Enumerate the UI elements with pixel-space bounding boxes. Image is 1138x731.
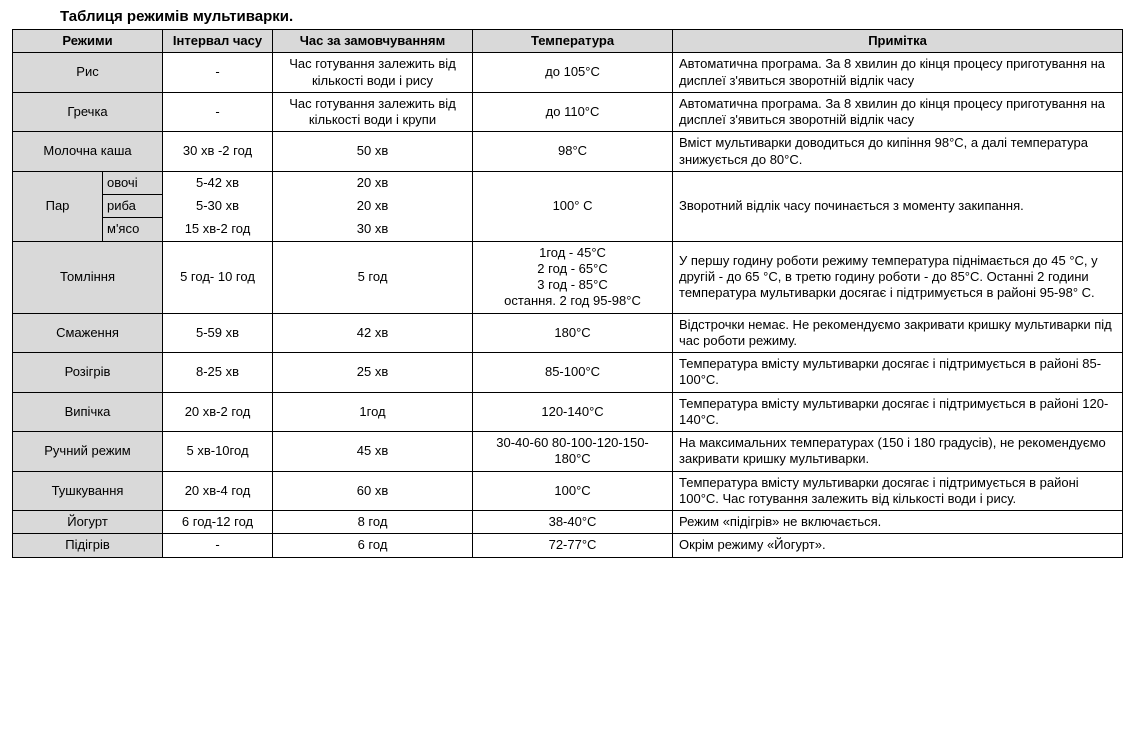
temp-cell: 30-40-60 80-100-120-150-180°C (473, 432, 673, 472)
temp-cell: до 105°C (473, 53, 673, 93)
note-cell: У першу годину роботи режиму температура… (673, 241, 1123, 313)
interval-cell: 8-25 хв (163, 353, 273, 393)
temp-cell: 98°C (473, 132, 673, 172)
row-reheat: Розігрів 8-25 хв 25 хв 85-100°C Температ… (13, 353, 1123, 393)
default-cell: 1год (273, 392, 473, 432)
col-note: Примітка (673, 30, 1123, 53)
mode-cell: Підігрів (13, 534, 163, 557)
note-cell: Автоматична програма. За 8 хвилин до кін… (673, 53, 1123, 93)
interval-cell: - (163, 92, 273, 132)
row-rice: Рис - Час готування залежить від кількос… (13, 53, 1123, 93)
row-warm: Підігрів - 6 год 72-77°C Окрім режиму «Й… (13, 534, 1123, 557)
mode-cell: Рис (13, 53, 163, 93)
row-grechka: Гречка - Час готування залежить від кіль… (13, 92, 1123, 132)
row-milk: Молочна каша 30 хв -2 год 50 хв 98°C Вмі… (13, 132, 1123, 172)
temp-cell: 38-40°C (473, 511, 673, 534)
interval-cell: 5-59 хв (163, 313, 273, 353)
temp-cell: 180°C (473, 313, 673, 353)
header-row: Режими Інтервал часу Час за замовчування… (13, 30, 1123, 53)
note-cell: Температура вмісту мультиварки досягає і… (673, 471, 1123, 511)
row-manual: Ручний режим 5 хв-10год 45 хв 30-40-60 8… (13, 432, 1123, 472)
interval-cell: - (163, 534, 273, 557)
default-cell: 5 год (273, 241, 473, 313)
interval-cell: 5 год- 10 год (163, 241, 273, 313)
temp-cell: 100°C (473, 471, 673, 511)
note-cell: Вміст мультиварки доводиться до кипіння … (673, 132, 1123, 172)
mode-cell: Тушкування (13, 471, 163, 511)
interval-cell: 5 хв-10год (163, 432, 273, 472)
interval-cell: 20 хв-2 год (163, 392, 273, 432)
mode-cell: Йогурт (13, 511, 163, 534)
temp-cell: 1год - 45°C 2 год - 65°C 3 год - 85°C ос… (473, 241, 673, 313)
default-cell: 25 хв (273, 353, 473, 393)
col-default-time: Час за замовчуванням (273, 30, 473, 53)
note-cell: Автоматична програма. За 8 хвилин до кін… (673, 92, 1123, 132)
default-cell: 30 хв (273, 218, 473, 241)
temp-cell: 120-140°C (473, 392, 673, 432)
note-cell: Окрім режиму «Йогурт». (673, 534, 1123, 557)
note-cell: Режим «підігрів» не включається. (673, 511, 1123, 534)
row-par-1: Пар овочі 5-42 хв 20 хв 100° C Зворотний… (13, 171, 1123, 194)
col-modes: Режими (13, 30, 163, 53)
temp-cell: 72-77°C (473, 534, 673, 557)
note-cell: Температура вмісту мультиварки досягає і… (673, 353, 1123, 393)
default-cell: 60 хв (273, 471, 473, 511)
default-cell: 45 хв (273, 432, 473, 472)
col-interval: Інтервал часу (163, 30, 273, 53)
mode-cell: Випічка (13, 392, 163, 432)
default-cell: 42 хв (273, 313, 473, 353)
default-cell: 6 год (273, 534, 473, 557)
note-cell: На максимальних температурах (150 і 180 … (673, 432, 1123, 472)
default-cell: 20 хв (273, 195, 473, 218)
mode-cell: Ручний режим (13, 432, 163, 472)
temp-cell: 100° C (473, 171, 673, 241)
row-bake: Випічка 20 хв-2 год 1год 120-140°C Темпе… (13, 392, 1123, 432)
mode-cell: Молочна каша (13, 132, 163, 172)
row-fry: Смаження 5-59 хв 42 хв 180°C Відстрочки … (13, 313, 1123, 353)
row-yogurt: Йогурт 6 год-12 год 8 год 38-40°C Режим … (13, 511, 1123, 534)
col-temperature: Температура (473, 30, 673, 53)
mode-cell: Гречка (13, 92, 163, 132)
interval-cell: - (163, 53, 273, 93)
mode-cell: Томління (13, 241, 163, 313)
temp-cell: 85-100°C (473, 353, 673, 393)
temp-cell: до 110°C (473, 92, 673, 132)
mode-cell: Смаження (13, 313, 163, 353)
submode-cell: м'ясо (103, 218, 163, 241)
interval-cell: 6 год-12 год (163, 511, 273, 534)
note-cell: Зворотний відлік часу починається з моме… (673, 171, 1123, 241)
interval-cell: 5-30 хв (163, 195, 273, 218)
submode-cell: риба (103, 195, 163, 218)
interval-cell: 30 хв -2 год (163, 132, 273, 172)
default-cell: Час готування залежить від кількості вод… (273, 53, 473, 93)
default-cell: 8 год (273, 511, 473, 534)
interval-cell: 5-42 хв (163, 171, 273, 194)
default-cell: 50 хв (273, 132, 473, 172)
modes-table: Режими Інтервал часу Час за замовчування… (12, 29, 1123, 558)
mode-cell: Пар (13, 171, 103, 241)
row-toml: Томління 5 год- 10 год 5 год 1год - 45°C… (13, 241, 1123, 313)
default-cell: 20 хв (273, 171, 473, 194)
row-stew: Тушкування 20 хв-4 год 60 хв 100°C Темпе… (13, 471, 1123, 511)
interval-cell: 15 хв-2 год (163, 218, 273, 241)
table-title: Таблиця режимів мультиварки. (60, 8, 1126, 25)
note-cell: Відстрочки немає. Не рекомендуємо закрив… (673, 313, 1123, 353)
default-cell: Час готування залежить від кількості вод… (273, 92, 473, 132)
note-cell: Температура вмісту мультиварки досягає і… (673, 392, 1123, 432)
submode-cell: овочі (103, 171, 163, 194)
interval-cell: 20 хв-4 год (163, 471, 273, 511)
mode-cell: Розігрів (13, 353, 163, 393)
